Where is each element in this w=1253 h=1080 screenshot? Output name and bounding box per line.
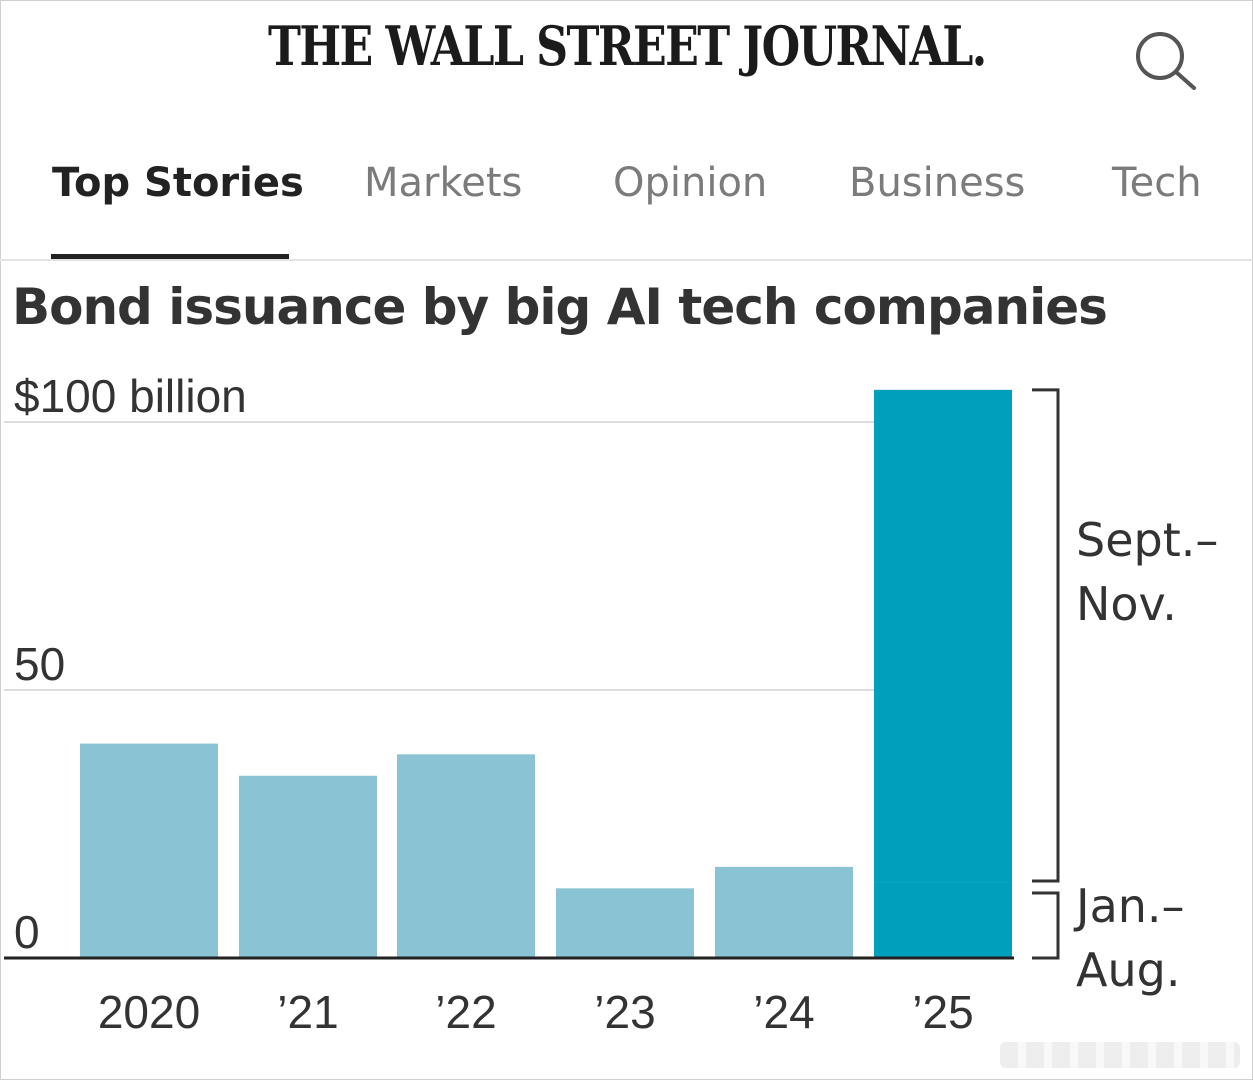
section-tabs: Top Stories Markets Opinion Business Tec… xyxy=(0,160,1253,220)
annotation-sept-nov: Sept.– Nov. xyxy=(1076,513,1218,631)
bar-21-jan-aug xyxy=(239,775,377,958)
x-tick-label: ’21 xyxy=(277,986,338,1038)
bar-24-jan-aug xyxy=(715,866,853,958)
bracket-jan-aug xyxy=(1032,891,1060,960)
x-tick-label: ’25 xyxy=(912,986,973,1038)
bar-2025-sept-nov xyxy=(874,389,1012,883)
bar-23-jan-aug xyxy=(556,888,694,958)
tab-top-stories[interactable]: Top Stories xyxy=(52,160,304,206)
x-tick-label: ’24 xyxy=(753,986,814,1038)
scroll-indicator xyxy=(1000,1042,1240,1068)
bracket-sept-nov xyxy=(1032,388,1060,883)
bar-22-jan-aug xyxy=(397,754,535,958)
annotation-jan-aug: Jan.– Aug. xyxy=(1073,879,1185,997)
bar-2020-jan-aug xyxy=(80,743,218,958)
search-icon[interactable] xyxy=(1130,28,1200,90)
bar-2025-jan-aug xyxy=(874,882,1012,958)
active-tab-indicator xyxy=(51,254,289,260)
tab-opinion[interactable]: Opinion xyxy=(613,160,768,206)
x-tick-label: 2020 xyxy=(98,986,200,1038)
y-tick-label: 0 xyxy=(14,906,40,958)
tab-tech[interactable]: Tech xyxy=(1112,160,1202,206)
y-tick-label: $100 billion xyxy=(14,370,247,422)
chart-title: Bond issuance by big AI tech companies xyxy=(12,278,1108,336)
tabs-divider xyxy=(0,259,1253,261)
x-tick-label: ’22 xyxy=(435,986,496,1038)
y-tick-label: 50 xyxy=(14,638,65,690)
tab-markets[interactable]: Markets xyxy=(364,160,523,206)
x-tick-label: ’23 xyxy=(594,986,655,1038)
masthead-logo[interactable]: THE WALL STREET JOURNAL. xyxy=(268,14,987,78)
tab-business[interactable]: Business xyxy=(849,160,1026,206)
